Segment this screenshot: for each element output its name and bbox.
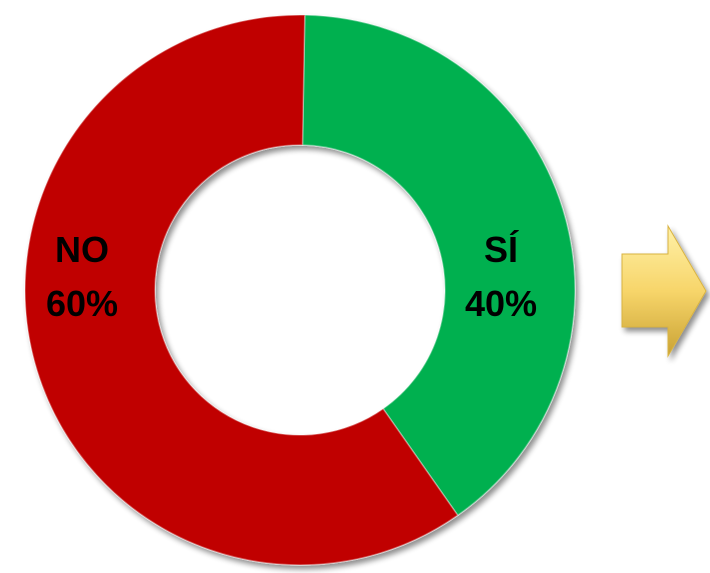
donut-slice-no xyxy=(24,14,459,566)
donut-slices xyxy=(24,14,576,566)
arrow-right-icon xyxy=(621,224,707,358)
donut-labels: SÍ 40% NO 60% xyxy=(46,229,537,324)
slice-percent-label: 40% xyxy=(465,283,537,324)
slice-category-label: SÍ xyxy=(484,229,519,270)
slice-percent-label: 60% xyxy=(46,283,118,324)
slice-category-label: NO xyxy=(55,229,109,270)
donut-slice-si xyxy=(301,14,576,517)
